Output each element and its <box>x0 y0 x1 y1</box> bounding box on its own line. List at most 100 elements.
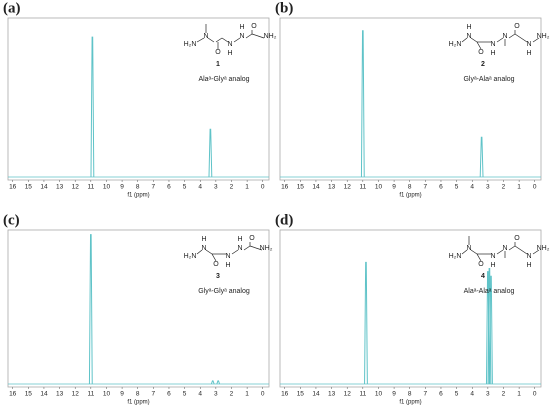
x-tick-label: 5 <box>455 184 459 191</box>
atom-label: N <box>526 41 531 48</box>
atom-label: H <box>227 50 232 57</box>
atom-label: H <box>526 262 531 269</box>
atom-label: H <box>526 50 531 57</box>
x-tick-label: 6 <box>439 184 443 191</box>
x-tick-label: 11 <box>359 184 366 191</box>
x-tick-label: 13 <box>328 184 336 191</box>
x-tick-label: 1 <box>517 391 521 398</box>
atom-label: H <box>490 262 495 269</box>
peak <box>90 36 95 178</box>
peak <box>208 128 213 178</box>
x-tick-label: 16 <box>281 184 289 191</box>
x-tick-label: 13 <box>56 184 64 191</box>
x-tick-label: 10 <box>103 184 111 191</box>
bond <box>196 37 205 43</box>
bond <box>496 37 504 43</box>
x-tick-label: 15 <box>25 184 33 191</box>
x-tick-label: 16 <box>9 391 17 398</box>
x-tick-label: 4 <box>198 184 202 191</box>
atom-label: H <box>201 236 206 243</box>
x-tick-label: 3 <box>486 184 490 191</box>
x-tick-label: 3 <box>214 184 218 191</box>
atom-label: NH₂ <box>260 245 273 252</box>
x-tick-label: 5 <box>183 184 187 191</box>
peak <box>489 275 493 385</box>
bond <box>231 249 239 255</box>
peak <box>88 234 93 385</box>
atom-label: N <box>502 245 507 252</box>
compound-caption: Alaᵃ-Alaᵃ analog <box>464 288 515 295</box>
atom-label: N <box>490 253 495 260</box>
peak <box>360 30 365 178</box>
bond <box>532 37 540 43</box>
x-tick-label: 3 <box>214 391 218 398</box>
bond <box>196 249 203 255</box>
atom-label: NH₂ <box>537 245 550 252</box>
bond <box>461 249 468 255</box>
plot-frame <box>279 229 542 388</box>
x-tick-label: 12 <box>344 184 352 191</box>
bond <box>205 249 213 255</box>
panel-label: (c) <box>3 212 20 228</box>
atom-label: H₂N <box>184 41 197 48</box>
atom-label: H₂N <box>184 253 197 260</box>
bond <box>496 249 504 255</box>
bond <box>470 249 478 255</box>
atom-label: H <box>237 236 242 243</box>
x-tick-label: 6 <box>439 391 443 398</box>
bond <box>470 37 478 43</box>
x-tick-label: 8 <box>136 391 140 398</box>
x-tick-label: 5 <box>455 391 459 398</box>
x-tick-label: 10 <box>375 184 383 191</box>
x-tick-label: 8 <box>136 184 140 191</box>
atom-label: N <box>466 33 471 40</box>
bond <box>221 37 229 43</box>
x-tick-label: 12 <box>72 184 80 191</box>
x-tick-label: 4 <box>470 184 474 191</box>
x-tick-label: 1 <box>245 391 249 398</box>
x-tick-label: 5 <box>183 391 187 398</box>
compound-caption: Glyᵃ-Glyᵃ analog <box>198 288 250 295</box>
x-tick-label: 4 <box>198 391 202 398</box>
x-tick-label: 14 <box>312 184 320 191</box>
x-tick-label: 4 <box>470 391 474 398</box>
x-tick-label: 6 <box>167 391 171 398</box>
x-tick-label: 9 <box>392 184 396 191</box>
x-tick-label: 14 <box>40 391 48 398</box>
atom-label: N <box>239 33 244 40</box>
x-tick-label: 11 <box>87 184 94 191</box>
atom-label: O <box>478 261 484 268</box>
bond <box>243 245 251 251</box>
atom-label: H <box>490 50 495 57</box>
x-tick-label: 9 <box>120 184 124 191</box>
atom-label: N <box>466 245 471 252</box>
x-tick-label: 2 <box>230 184 234 191</box>
x-axis-label: f1 (ppm) <box>127 400 149 406</box>
x-tick-label: 10 <box>375 391 383 398</box>
atom-label: NH₂ <box>264 33 277 40</box>
bond <box>215 37 223 43</box>
x-tick-label: 14 <box>40 184 48 191</box>
panel-label: (b) <box>275 0 293 16</box>
x-tick-label: 12 <box>72 391 80 398</box>
atom-label: H₂N <box>449 41 462 48</box>
x-tick-label: 0 <box>533 184 537 191</box>
x-tick-label: 7 <box>424 391 428 398</box>
bond <box>211 253 217 262</box>
plot-frame <box>279 17 542 181</box>
compound-number: 2 <box>481 61 485 68</box>
x-tick-label: 0 <box>533 391 537 398</box>
x-axis-label: f1 (ppm) <box>399 400 421 406</box>
atom-label: N <box>526 253 531 260</box>
x-tick-label: 9 <box>392 391 396 398</box>
atom-label: N <box>502 33 507 40</box>
x-tick-label: 7 <box>152 184 156 191</box>
atom-label: O <box>251 23 257 30</box>
atom-label: O <box>514 235 520 242</box>
x-tick-label: 7 <box>424 184 428 191</box>
bond <box>245 33 253 39</box>
x-tick-label: 11 <box>87 391 94 398</box>
x-tick-label: 16 <box>281 391 289 398</box>
atom-label: H <box>239 24 244 31</box>
compound-caption: Glyᵃ-Alaᵃ analog <box>463 76 514 83</box>
